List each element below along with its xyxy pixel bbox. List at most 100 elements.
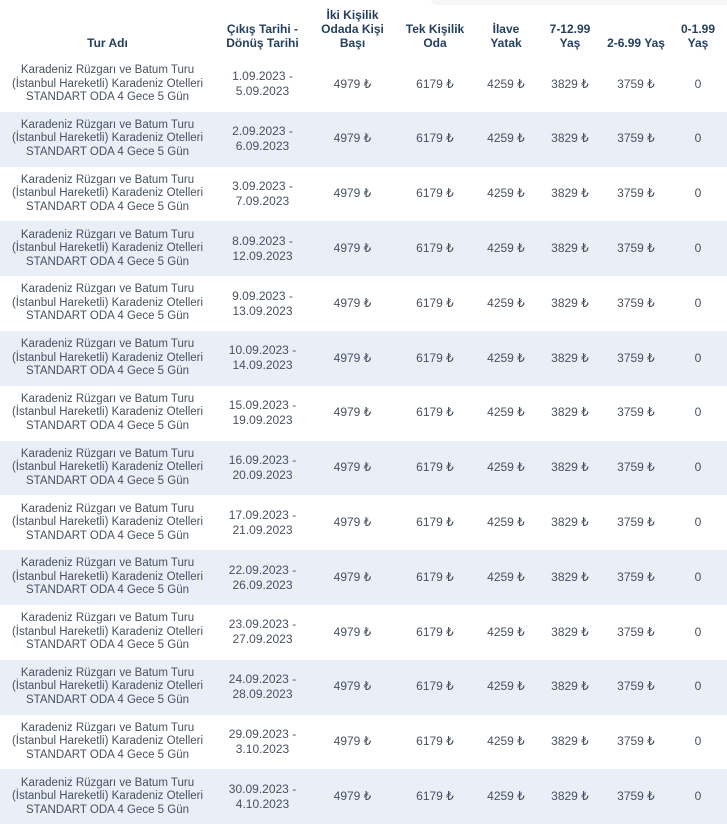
column-header-age-0-1: 0-1.99 Yaş: [680, 22, 716, 50]
cell-dates: 1.09.2023 - 5.09.2023: [232, 69, 293, 99]
cell-dates: 16.09.2023 - 20.09.2023: [228, 452, 297, 482]
cell-age_7_12: 3829 ₺: [551, 460, 589, 475]
cell-age_2_6: 3759 ₺: [617, 241, 655, 256]
cell-age_7_12: 3829 ₺: [551, 515, 589, 530]
cell-tour: Karadeniz Rüzgarı ve Batum Turu (İstanbu…: [11, 118, 204, 158]
cell-tour: Karadeniz Rüzgarı ve Batum Turu (İstanbu…: [11, 776, 204, 816]
table-row: Karadeniz Rüzgarı ve Batum Turu (İstanbu…: [0, 659, 727, 715]
table-row: Karadeniz Rüzgarı ve Batum Turu (İstanbu…: [0, 769, 727, 824]
cell-single: 6179 ₺: [416, 295, 454, 310]
column-header-extra-bed: İlave Yatak: [490, 22, 522, 50]
column-header-single-room: Tek Kişilik Oda: [405, 22, 465, 50]
cell-tour: Karadeniz Rüzgarı ve Batum Turu (İstanbu…: [11, 721, 204, 761]
cell-age_0_1: 0: [694, 734, 702, 749]
cell-extra_bed: 4259 ₺: [487, 789, 525, 803]
cell-tour: Karadeniz Rüzgarı ve Batum Turu (İstanbu…: [11, 173, 204, 213]
cell-age_0_1: 0: [694, 350, 702, 365]
cell-age_2_6: 3759 ₺: [617, 76, 655, 91]
cell-double: 4979 ₺: [333, 460, 372, 475]
cell-age_7_12: 3829 ₺: [551, 789, 589, 803]
cell-age_7_12: 3829 ₺: [551, 569, 589, 584]
cell-age_0_1: 0: [694, 295, 702, 310]
cell-age_2_6: 3759 ₺: [617, 734, 655, 749]
cell-single: 6179 ₺: [416, 241, 454, 256]
cell-tour: Karadeniz Rüzgarı ve Batum Turu (İstanbu…: [11, 283, 204, 323]
cell-age_7_12: 3829 ₺: [551, 76, 589, 91]
cell-extra_bed: 4259 ₺: [487, 241, 525, 256]
table-row: Karadeniz Rüzgarı ve Batum Turu (İstanbu…: [0, 330, 727, 386]
cell-tour: Karadeniz Rüzgarı ve Batum Turu (İstanbu…: [11, 612, 204, 652]
cell-tour: Karadeniz Rüzgarı ve Batum Turu (İstanbu…: [11, 228, 204, 268]
cell-extra_bed: 4259 ₺: [487, 734, 525, 749]
cell-age_2_6: 3759 ₺: [617, 679, 655, 694]
cell-age_0_1: 0: [694, 624, 702, 639]
cell-age_2_6: 3759 ₺: [617, 405, 655, 420]
cell-age_0_1: 0: [694, 76, 702, 91]
cell-age_0_1: 0: [694, 405, 702, 420]
column-header-age-7-12: 7-12.99 Yaş: [549, 22, 591, 50]
cell-age_2_6: 3759 ₺: [617, 515, 655, 530]
cell-age_2_6: 3759 ₺: [617, 789, 655, 803]
cell-age_0_1: 0: [694, 515, 702, 530]
cell-single: 6179 ₺: [416, 679, 454, 694]
column-header-double-room: İki Kişilik Odada Kişi Başı: [321, 8, 384, 50]
cell-dates: 10.09.2023 - 14.09.2023: [228, 343, 297, 373]
cell-dates: 29.09.2023 - 3.10.2023: [228, 726, 297, 756]
cell-extra_bed: 4259 ₺: [487, 350, 525, 365]
cell-single: 6179 ₺: [416, 186, 454, 201]
cell-single: 6179 ₺: [416, 734, 454, 749]
cell-age_0_1: 0: [694, 241, 702, 256]
cell-age_2_6: 3759 ₺: [617, 131, 655, 146]
cell-age_7_12: 3829 ₺: [551, 131, 589, 146]
table-row: Karadeniz Rüzgarı ve Batum Turu (İstanbu…: [0, 605, 727, 660]
cell-dates: 2.09.2023 - 6.09.2023: [232, 124, 293, 154]
cell-age_0_1: 0: [694, 186, 702, 201]
table-row: Karadeniz Rüzgarı ve Batum Turu (İstanbu…: [0, 440, 727, 496]
cell-double: 4979 ₺: [333, 734, 372, 749]
cell-dates: 3.09.2023 - 7.09.2023: [232, 178, 293, 208]
cell-double: 4979 ₺: [333, 405, 372, 420]
cell-single: 6179 ₺: [416, 131, 454, 146]
cell-double: 4979 ₺: [333, 679, 372, 694]
cell-single: 6179 ₺: [416, 405, 454, 420]
cell-age_7_12: 3829 ₺: [551, 679, 589, 694]
table-row: Karadeniz Rüzgarı ve Batum Turu (İstanbu…: [0, 276, 727, 331]
cell-tour: Karadeniz Rüzgarı ve Batum Turu (İstanbu…: [11, 392, 204, 432]
cell-tour: Karadeniz Rüzgarı ve Batum Turu (İstanbu…: [11, 447, 204, 487]
cell-double: 4979 ₺: [333, 624, 372, 639]
cell-extra_bed: 4259 ₺: [487, 76, 525, 91]
cell-age_0_1: 0: [694, 460, 702, 475]
table-header: Tur Adı Çıkış Tarihi - Dönüş Tarihi İki …: [0, 0, 727, 57]
cell-dates: 23.09.2023 - 27.09.2023: [228, 617, 297, 647]
cell-single: 6179 ₺: [416, 624, 454, 639]
cell-extra_bed: 4259 ₺: [487, 679, 525, 694]
cell-single: 6179 ₺: [416, 789, 454, 803]
cell-double: 4979 ₺: [333, 131, 372, 146]
cell-extra_bed: 4259 ₺: [487, 460, 525, 475]
cell-age_7_12: 3829 ₺: [551, 350, 589, 365]
cell-dates: 30.09.2023 - 4.10.2023: [228, 781, 297, 811]
cell-single: 6179 ₺: [416, 350, 454, 365]
cell-dates: 9.09.2023 - 13.09.2023: [232, 288, 293, 318]
cell-tour: Karadeniz Rüzgarı ve Batum Turu (İstanbu…: [11, 502, 204, 542]
cell-tour: Karadeniz Rüzgarı ve Batum Turu (İstanbu…: [11, 338, 204, 378]
cell-tour: Karadeniz Rüzgarı ve Batum Turu (İstanbu…: [11, 557, 204, 597]
cell-age_7_12: 3829 ₺: [551, 186, 589, 201]
cell-double: 4979 ₺: [333, 295, 372, 310]
cell-extra_bed: 4259 ₺: [487, 405, 525, 420]
column-header-tour: Tur Adı: [87, 36, 128, 50]
cell-double: 4979 ₺: [333, 515, 372, 530]
cell-age_0_1: 0: [694, 569, 702, 584]
column-header-dates: Çıkış Tarihi - Dönüş Tarihi: [226, 22, 299, 50]
header-row: Tur Adı Çıkış Tarihi - Dönüş Tarihi İki …: [0, 0, 727, 57]
cell-double: 4979 ₺: [333, 186, 372, 201]
cell-extra_bed: 4259 ₺: [487, 131, 525, 146]
cell-tour: Karadeniz Rüzgarı ve Batum Turu (İstanbu…: [11, 666, 204, 706]
cell-extra_bed: 4259 ₺: [487, 295, 525, 310]
cell-age_0_1: 0: [694, 789, 702, 803]
table-body: Karadeniz Rüzgarı ve Batum Turu (İstanbu…: [0, 57, 727, 824]
cell-dates: 17.09.2023 - 21.09.2023: [228, 507, 297, 537]
cell-age_2_6: 3759 ₺: [617, 569, 655, 584]
cell-age_2_6: 3759 ₺: [617, 186, 655, 201]
